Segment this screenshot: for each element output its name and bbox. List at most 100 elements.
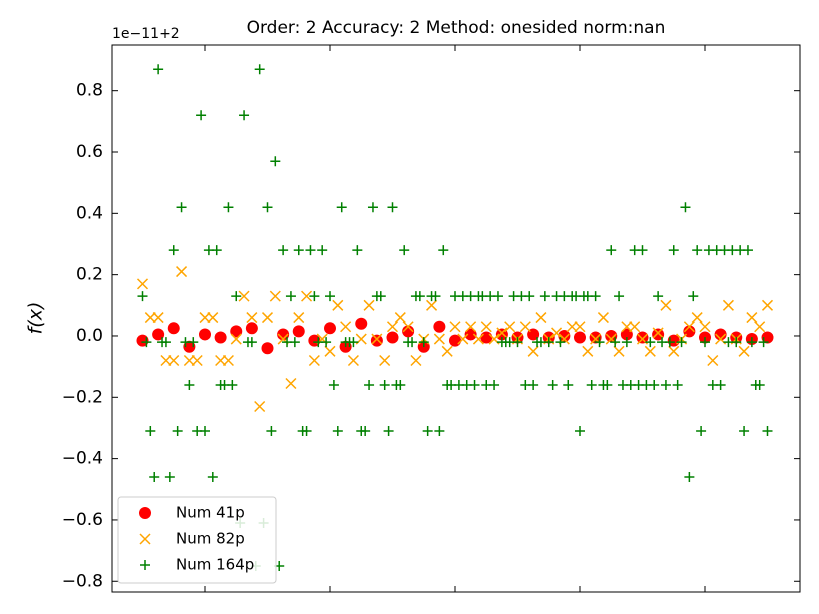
point: [238, 290, 250, 302]
point: [762, 426, 773, 437]
point: [636, 331, 649, 344]
point: [558, 329, 571, 342]
point: [172, 426, 183, 437]
point: [293, 245, 304, 256]
point: [524, 291, 535, 302]
point: [746, 312, 758, 324]
point: [399, 245, 410, 256]
axis-offset-text: 1e−11+2: [112, 26, 180, 42]
point: [676, 337, 687, 348]
point: [188, 337, 199, 348]
point: [652, 328, 665, 341]
point: [430, 291, 441, 302]
point: [504, 321, 516, 333]
point: [332, 426, 343, 437]
point: [644, 345, 656, 357]
point: [512, 337, 523, 348]
point: [672, 380, 683, 391]
point: [364, 380, 375, 391]
point: [492, 291, 503, 302]
point: [277, 328, 290, 341]
point: [496, 327, 508, 339]
point: [605, 329, 618, 342]
point: [254, 64, 265, 75]
point: [301, 426, 312, 437]
point: [266, 426, 277, 437]
point: [449, 321, 461, 333]
point: [289, 337, 300, 348]
point: [543, 337, 554, 348]
y-tick-label: 0.0: [76, 326, 103, 346]
point: [683, 321, 695, 333]
point: [149, 472, 160, 483]
y-tick-label: 0.4: [76, 203, 103, 223]
point: [222, 354, 234, 367]
point: [418, 337, 429, 348]
point: [379, 380, 390, 391]
point: [375, 291, 386, 302]
point: [714, 328, 727, 341]
point: [645, 337, 656, 348]
point: [183, 340, 196, 353]
point: [731, 337, 742, 348]
point: [379, 354, 391, 367]
point: [230, 325, 243, 338]
point: [629, 321, 641, 333]
point: [347, 354, 359, 367]
point: [200, 426, 210, 437]
point: [754, 380, 765, 391]
point: [305, 245, 316, 256]
point: [739, 426, 750, 437]
point: [340, 321, 352, 333]
point: [621, 337, 632, 348]
point: [152, 312, 164, 324]
point: [211, 245, 222, 256]
point: [363, 299, 375, 311]
point: [183, 354, 195, 367]
legend-marker: [140, 560, 150, 570]
point: [355, 317, 368, 330]
point: [227, 380, 238, 391]
point: [292, 325, 305, 338]
point: [152, 328, 165, 341]
point: [480, 321, 492, 333]
y-tick-label: −0.6: [62, 510, 103, 530]
point: [469, 380, 480, 391]
point: [692, 245, 703, 256]
point: [621, 321, 633, 333]
point: [168, 354, 180, 367]
point: [464, 328, 477, 341]
point: [754, 321, 766, 333]
point: [321, 337, 332, 348]
y-tick-label: −0.4: [62, 449, 103, 469]
point: [176, 266, 188, 278]
point: [215, 354, 227, 367]
point: [574, 321, 586, 333]
point: [649, 380, 660, 391]
point: [262, 202, 273, 213]
point: [594, 337, 605, 348]
point: [285, 377, 297, 390]
point: [336, 202, 347, 213]
point: [332, 299, 344, 311]
point: [457, 333, 469, 345]
point: [410, 354, 422, 367]
point: [563, 380, 574, 391]
y-tick-label: 0.6: [76, 142, 103, 162]
point: [742, 245, 753, 256]
point: [761, 299, 774, 311]
point: [680, 202, 691, 213]
point: [328, 380, 339, 391]
plot-frame: [111, 44, 801, 593]
point: [199, 328, 211, 341]
point: [433, 333, 445, 345]
point: [746, 337, 757, 348]
point: [528, 380, 539, 391]
point: [301, 290, 313, 302]
point: [394, 312, 406, 324]
point: [547, 380, 558, 391]
point: [527, 345, 539, 357]
point: [269, 290, 281, 302]
point: [199, 312, 211, 324]
